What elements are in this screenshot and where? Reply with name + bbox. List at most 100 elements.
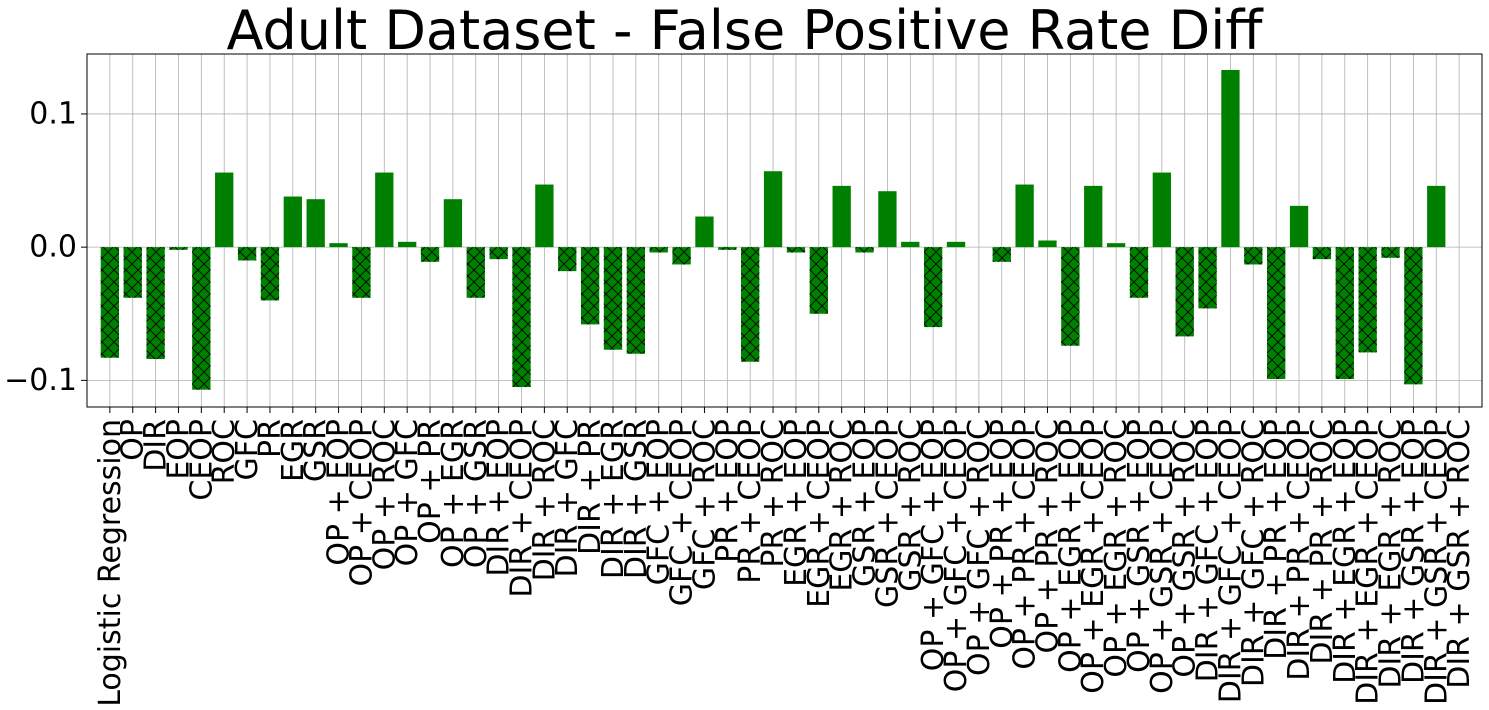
bar-hatch	[855, 247, 874, 253]
bar-hatch	[1335, 247, 1354, 380]
x-tick-label: OP + PR	[413, 419, 448, 544]
x-tick-label: OP + PR + ROC	[1030, 419, 1065, 653]
x-tick-label: DIR + PR + CEOP	[1282, 419, 1317, 681]
bar	[306, 199, 325, 248]
x-tick-label: DIR	[139, 419, 174, 472]
bar-hatch	[603, 247, 623, 350]
bar	[832, 185, 851, 248]
x-tick-label: OP + GFC	[390, 419, 425, 566]
bar	[1289, 205, 1309, 248]
bar	[1221, 69, 1240, 248]
x-tick-label: EGR	[276, 419, 311, 482]
bar-hatch	[1175, 247, 1194, 337]
x-tick-label: OP + GFC + CEOP	[939, 419, 974, 692]
x-tick-label: OP + CEOP	[344, 419, 379, 587]
x-tick-label: GFC	[230, 419, 265, 480]
x-tick-label: DIR + EGR	[596, 419, 631, 579]
bar-hatch	[237, 247, 257, 261]
x-tick-label: GFC + ROC	[687, 419, 722, 590]
x-tick-label: DIR + PR + EOP	[1259, 419, 1294, 660]
bar-hatch	[466, 247, 485, 298]
x-tick-label: GSR	[299, 419, 334, 482]
bar	[946, 241, 966, 248]
x-tick-label: EGR + ROC	[825, 419, 860, 592]
bar-hatch	[169, 247, 188, 250]
bar-hatch	[1312, 247, 1332, 260]
x-tick-label: DIR + PR + ROC	[1305, 419, 1340, 665]
y-tick-label: −0.1	[4, 363, 77, 398]
bar	[1152, 172, 1171, 248]
bar-hatch	[924, 247, 943, 328]
bar-hatch	[786, 247, 806, 253]
x-tick-label: DIR + GSR	[619, 419, 654, 579]
bar	[695, 216, 714, 248]
x-tick-label: GSR + EOP	[848, 419, 883, 587]
x-tick-label: OP + GSR + CEOP	[1145, 419, 1180, 694]
x-tick-label: PR	[253, 419, 288, 458]
bar	[535, 184, 554, 248]
x-tick-label: DIR + GSR + ROC	[1442, 419, 1477, 689]
bar-hatch	[1061, 247, 1080, 346]
x-tick-label: OP + EGR + ROC	[1099, 419, 1134, 678]
x-tick-label: PR + CEOP	[733, 419, 768, 584]
bar-hatch	[1267, 247, 1286, 380]
bar-hatch	[1381, 247, 1400, 258]
plot-frame	[86, 53, 1483, 408]
x-tick-label: DIR + CEOP	[505, 419, 540, 598]
bar	[375, 172, 394, 248]
x-tick-label: DIR + PR	[573, 419, 608, 555]
x-tick-label: OP + EGR + EOP	[1053, 419, 1088, 673]
x-tick-label: Logistic Regression	[93, 419, 128, 707]
x-axis: Logistic RegressionOPDIREOPCEOPROCGFCPRE…	[93, 407, 1477, 707]
x-tick-label: DIR + EGR + CEOP	[1351, 419, 1386, 705]
x-tick-label: DIR + GFC + CEOP	[1213, 419, 1248, 703]
bar-hatch	[260, 247, 280, 301]
bar	[1038, 240, 1057, 248]
bar-hatch	[352, 247, 371, 298]
bar	[215, 172, 234, 248]
x-tick-label: DIR + GSR + EOP	[1396, 419, 1431, 684]
bars	[100, 69, 1469, 390]
x-tick-label: OP + EGR + CEOP	[1076, 419, 1111, 694]
x-tick-label: DIR + EGR + EOP	[1328, 419, 1363, 684]
y-tick-label: 0.1	[29, 96, 77, 131]
x-tick-label: OP + PR + CEOP	[1008, 419, 1043, 670]
bar-hatch	[192, 247, 211, 390]
x-tick-label: OP + EGR	[436, 419, 471, 568]
x-tick-label: GSR + CEOP	[870, 419, 905, 608]
bar-hatch	[420, 247, 440, 262]
bar	[1106, 243, 1126, 248]
x-tick-label: DIR + GSR + CEOP	[1419, 419, 1454, 705]
x-tick-label: OP	[116, 419, 151, 461]
bar-hatch	[512, 247, 531, 388]
bar	[1015, 184, 1034, 248]
bar	[283, 196, 302, 248]
bar	[398, 241, 417, 248]
bar-hatch	[649, 247, 668, 253]
bar-hatch	[1404, 247, 1423, 385]
x-tick-label: EGR + EOP	[779, 419, 814, 587]
x-tick-label: OP + GSR + ROC	[1168, 419, 1203, 678]
bar	[901, 241, 920, 248]
y-axis: −0.1 0.0 0.1	[4, 96, 87, 398]
bar-hatch	[1358, 247, 1377, 353]
x-tick-label: OP + GFC + ROC	[962, 419, 997, 676]
bar-hatch	[741, 247, 760, 362]
bar	[329, 243, 348, 248]
bar-hatch	[809, 247, 828, 314]
bar	[443, 199, 463, 248]
bar-hatch	[558, 247, 577, 272]
x-tick-label: CEOP	[184, 419, 219, 501]
bar-hatch	[1198, 247, 1217, 309]
x-tick-label: ROC	[207, 419, 242, 484]
bar-hatch	[489, 247, 508, 260]
x-tick-label: GFC + EOP	[642, 419, 677, 585]
bar	[878, 191, 897, 248]
bar-hatch	[1244, 247, 1263, 265]
x-tick-label: DIR + ROC	[527, 419, 562, 581]
bar	[1427, 185, 1446, 248]
bar-hatch	[718, 247, 737, 250]
x-tick-label: OP + GFC + EOP	[916, 419, 951, 671]
x-tick-label: EOP	[161, 419, 196, 480]
bar-hatch	[672, 247, 691, 265]
